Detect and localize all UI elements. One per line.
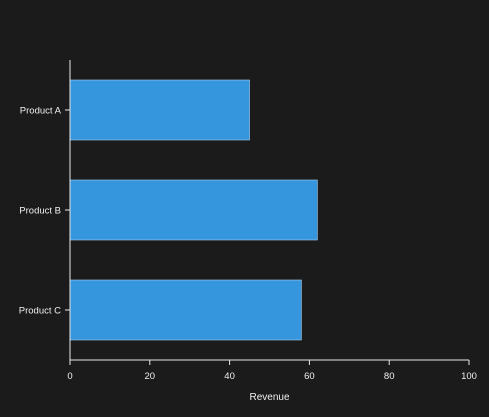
y-tick-label: Product B [19, 206, 61, 217]
y-tick-label: Product A [20, 106, 62, 117]
axes-layer: Product A Product B Product C 0 20 40 60 80 100 [19, 60, 477, 382]
bar-product-c [69, 279, 302, 341]
bar-product-a [69, 79, 250, 141]
x-tick-label: 80 [384, 371, 395, 382]
bar-product-b [69, 179, 318, 241]
x-tick-label: 60 [304, 371, 315, 382]
bars-layer [69, 79, 318, 341]
x-axis-label: Revenue [249, 392, 289, 403]
x-tick-label: 40 [224, 371, 235, 382]
x-tick-label: 0 [67, 371, 72, 382]
y-tick-label: Product C [19, 306, 61, 317]
x-tick-label: 20 [145, 371, 156, 382]
x-tick-label: 100 [461, 371, 477, 382]
